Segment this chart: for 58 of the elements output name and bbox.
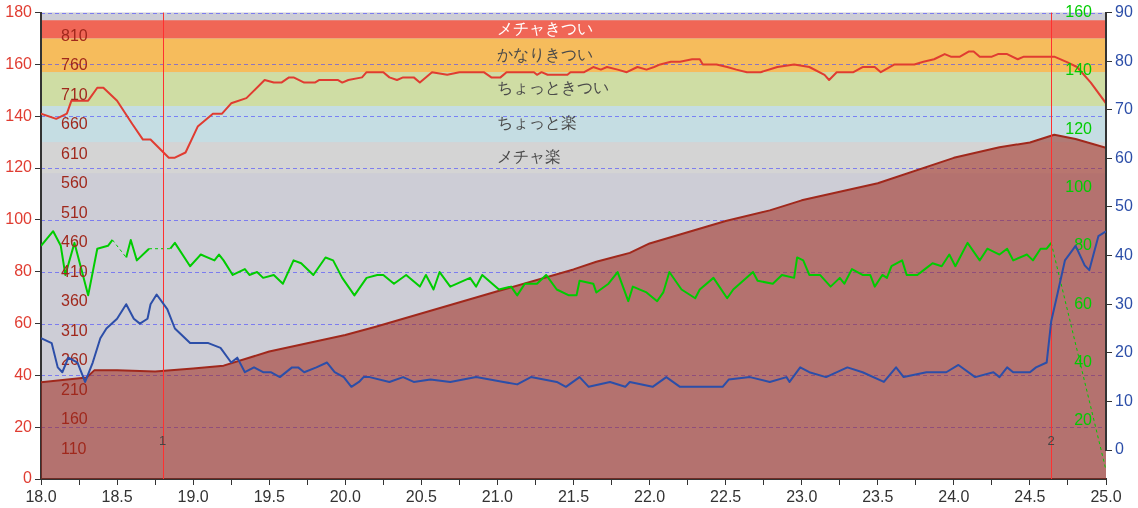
y-tick-label: 180 bbox=[5, 3, 33, 21]
x-tick-label: 18.5 bbox=[101, 488, 133, 506]
x-tick-label: 24.0 bbox=[938, 488, 970, 506]
x-tick-label: 19.0 bbox=[177, 488, 209, 506]
y3-tick-label: 120 bbox=[1065, 119, 1093, 137]
x-tick-label: 21.5 bbox=[557, 488, 590, 506]
y-tick-label: 0 bbox=[1115, 440, 1124, 458]
y3-tick-label: 160 bbox=[1065, 3, 1093, 21]
x-tick-label: 20.5 bbox=[405, 488, 438, 506]
y3-tick-label: 100 bbox=[1065, 177, 1093, 195]
x-tick-label: 25.0 bbox=[1090, 488, 1122, 506]
y2-tick-label: 360 bbox=[61, 292, 88, 310]
y-tick-label: 0 bbox=[23, 469, 33, 487]
band-label: かなりきつい bbox=[497, 45, 593, 63]
band-label: ちょっときつい bbox=[497, 79, 609, 97]
y-tick-label: 60 bbox=[14, 313, 33, 331]
y2-tick-label: 460 bbox=[61, 233, 88, 251]
y-tick-label: 100 bbox=[5, 210, 33, 228]
y-tick-label: 60 bbox=[1115, 148, 1133, 166]
y3-tick-label: 20 bbox=[1074, 411, 1093, 429]
y-tick-label: 140 bbox=[5, 106, 33, 124]
y2-tick-label: 160 bbox=[61, 410, 88, 428]
y2-tick-label: 310 bbox=[61, 321, 88, 339]
y3-tick-label: 140 bbox=[1065, 61, 1093, 79]
y-tick-label: 160 bbox=[5, 54, 33, 72]
x-tick-label: 22.0 bbox=[634, 488, 666, 506]
x-tick-label: 24.5 bbox=[1014, 488, 1046, 506]
x-tick-label: 23.0 bbox=[786, 488, 818, 506]
y-tick-label: 50 bbox=[1115, 197, 1133, 215]
y-tick-label: 70 bbox=[1115, 100, 1133, 118]
x-tick-label: 19.5 bbox=[253, 488, 285, 506]
y-tick-label: 80 bbox=[1115, 51, 1133, 69]
y2-tick-label: 610 bbox=[61, 144, 88, 162]
x-tick-label: 22.5 bbox=[710, 488, 742, 506]
x-tick-label: 23.5 bbox=[862, 488, 894, 506]
y2-tick-label: 710 bbox=[61, 85, 88, 103]
y2-tick-label: 110 bbox=[61, 439, 87, 457]
y-tick-label: 30 bbox=[1115, 294, 1133, 312]
y2-tick-label: 510 bbox=[61, 203, 88, 221]
y2-tick-label: 560 bbox=[61, 174, 88, 192]
y-tick-label: 90 bbox=[1115, 3, 1133, 21]
y-tick-label: 10 bbox=[1115, 391, 1133, 409]
y-tick-label: 20 bbox=[1115, 343, 1133, 361]
y2-tick-label: 210 bbox=[61, 380, 88, 398]
x-tick-label: 18.0 bbox=[25, 488, 57, 506]
y-tick-label: 20 bbox=[14, 417, 33, 435]
x-tick-label: 21.0 bbox=[481, 488, 514, 506]
y2-tick-label: 660 bbox=[61, 115, 88, 133]
band-label: ちょっと楽 bbox=[497, 114, 577, 132]
y3-tick-label: 60 bbox=[1074, 294, 1093, 312]
band-label: メチャ楽 bbox=[497, 148, 561, 166]
x-tick-label: 20.0 bbox=[329, 488, 361, 506]
y-tick-label: 120 bbox=[5, 158, 33, 176]
y-tick-label: 40 bbox=[1115, 246, 1133, 264]
y-tick-label: 40 bbox=[14, 365, 33, 383]
y-tick-label: 80 bbox=[14, 262, 33, 280]
y3-tick-label: 40 bbox=[1074, 352, 1093, 370]
band-label: メチャきつい bbox=[497, 19, 593, 37]
